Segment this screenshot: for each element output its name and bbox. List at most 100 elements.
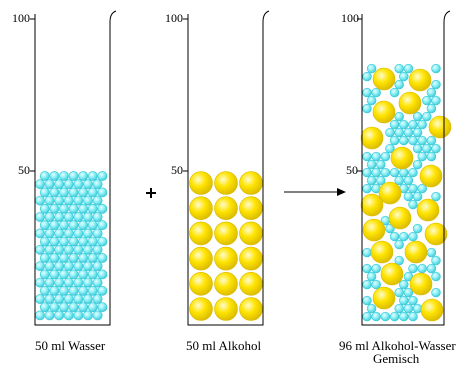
beaker3-scale-100: 100 — [341, 11, 359, 25]
water-molecule — [68, 285, 79, 296]
alcohol-molecule — [419, 164, 443, 188]
water-molecule — [389, 167, 400, 178]
water-molecule — [417, 183, 427, 194]
alcohol-molecule — [372, 286, 396, 310]
water-molecule — [83, 277, 93, 288]
water-molecule — [362, 71, 372, 82]
water-molecule — [371, 167, 381, 178]
water-molecule — [394, 127, 404, 138]
alcohol-molecule — [362, 218, 386, 242]
water-molecule — [412, 223, 423, 234]
water-molecule — [385, 127, 395, 138]
alcohol-molecule — [409, 272, 433, 296]
water-molecule — [35, 310, 45, 321]
water-molecule — [403, 191, 414, 202]
water-molecule — [87, 220, 98, 231]
water-molecule — [35, 179, 45, 190]
water-molecule — [362, 103, 372, 114]
water-molecule — [426, 103, 437, 114]
water-molecule — [426, 135, 437, 146]
water-molecule — [73, 195, 84, 206]
water-molecule — [92, 228, 103, 239]
water-molecule — [394, 255, 404, 266]
alcohol-molecule — [189, 246, 213, 271]
water-molecule — [97, 253, 108, 263]
water-molecule — [97, 269, 108, 280]
water-molecule — [408, 167, 418, 178]
water-molecule — [73, 179, 84, 190]
water-molecule — [44, 261, 55, 272]
water-molecule — [73, 212, 84, 222]
water-molecule — [408, 183, 418, 194]
water-molecule — [68, 269, 79, 280]
water-molecule — [49, 220, 60, 231]
water-molecule — [35, 294, 45, 304]
plus-icon — [146, 188, 156, 198]
water-molecule — [362, 247, 372, 258]
water-molecule — [366, 303, 377, 314]
water-molecule — [87, 269, 98, 280]
water-molecule — [394, 303, 404, 314]
water-molecule — [59, 220, 69, 231]
alcohol-molecule — [416, 198, 440, 222]
alcohol-molecule — [372, 100, 396, 124]
alcohol-molecule — [370, 240, 394, 264]
water-molecule — [63, 261, 74, 272]
water-molecule — [49, 302, 60, 313]
water-molecule — [417, 119, 427, 130]
water-molecule — [431, 79, 441, 90]
water-molecule — [83, 294, 93, 304]
beaker1-outline — [34, 10, 117, 326]
water-molecule — [389, 119, 400, 130]
water-molecule — [54, 310, 65, 321]
water-molecule — [73, 277, 84, 288]
beaker1-scale-100: 100 — [12, 11, 30, 25]
water-molecule — [49, 253, 60, 263]
water-molecule — [78, 253, 89, 263]
water-molecule — [59, 269, 69, 280]
alcohol-molecule — [189, 271, 213, 296]
water-molecule — [73, 294, 84, 304]
water-molecule — [87, 203, 98, 214]
beaker3-caption-line1: 96 ml Alkohol-Wasser — [339, 338, 456, 353]
water-molecule — [78, 187, 89, 198]
water-molecule — [73, 228, 84, 239]
alcohol-molecule — [214, 171, 238, 195]
beaker1-scale-50: 50 — [18, 163, 30, 177]
alcohol-molecule — [239, 271, 263, 296]
water-molecule — [49, 187, 60, 198]
water-molecule — [39, 220, 50, 231]
water-molecule — [362, 279, 372, 290]
alcohol-molecule — [388, 206, 412, 230]
water-molecule — [412, 159, 423, 170]
alcohol-molecule — [214, 196, 238, 220]
water-molecule — [44, 277, 55, 288]
alcohol-molecule — [420, 298, 444, 322]
water-molecule — [44, 179, 55, 190]
water-molecule — [83, 244, 93, 255]
water-molecule — [59, 171, 69, 181]
beaker1-contents — [35, 171, 108, 321]
water-molecule — [59, 285, 69, 296]
water-molecule — [63, 228, 74, 239]
alcohol-molecule — [398, 91, 422, 115]
water-molecule — [394, 239, 404, 250]
beaker2-scale-100: 100 — [165, 11, 183, 25]
water-molecule — [362, 167, 372, 178]
alcohol-molecule — [424, 222, 448, 246]
water-molecule — [431, 287, 441, 298]
water-molecule — [63, 244, 74, 255]
water-molecule — [35, 228, 45, 239]
water-molecule — [92, 310, 103, 321]
water-molecule — [408, 119, 418, 130]
water-molecule — [54, 294, 65, 304]
water-molecule — [97, 220, 108, 231]
water-molecule — [49, 236, 60, 247]
water-molecule — [431, 63, 441, 74]
water-molecule — [92, 212, 103, 222]
water-molecule — [87, 302, 98, 313]
water-molecule — [63, 294, 74, 304]
water-molecule — [44, 195, 55, 206]
water-molecule — [78, 302, 89, 313]
water-molecule — [83, 212, 93, 222]
